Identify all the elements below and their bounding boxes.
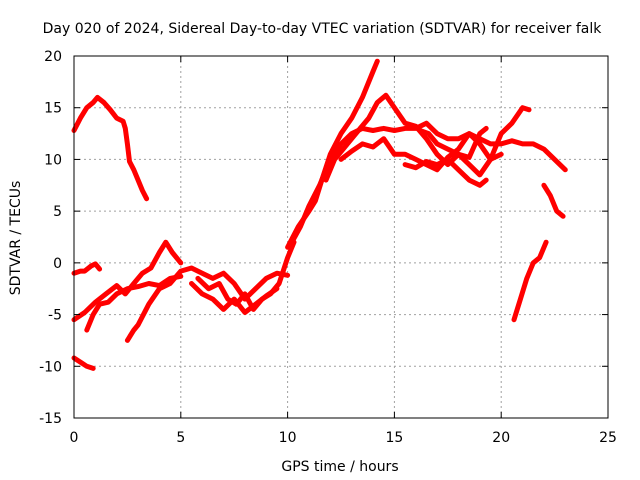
x-tick-label: 20: [492, 430, 510, 446]
y-tick-label: 10: [44, 152, 62, 168]
series-track-1: [71, 94, 150, 202]
y-tick-label: 0: [53, 256, 62, 272]
x-tick-label: 25: [599, 430, 617, 446]
y-tick-label: -15: [39, 411, 62, 427]
series-track-8: [195, 239, 297, 312]
tick-group: 0 5 10 15 20 25 -15 -10 -5 0 5 10 15 20: [39, 49, 617, 446]
y-tick-label: -10: [39, 359, 62, 375]
series-group: [71, 58, 568, 371]
series-track-2: [71, 261, 103, 276]
plot-frame: [73, 55, 609, 419]
y-tick-label: 5: [53, 204, 62, 220]
y-tick-label: 20: [44, 49, 62, 65]
series-track-16: [541, 182, 566, 219]
series-track-4: [71, 239, 184, 323]
y-axis-label: SDTVAR / TECUs: [8, 181, 24, 296]
x-tick-label: 10: [279, 430, 297, 446]
y-tick-label: 15: [44, 101, 62, 117]
series-track-15: [511, 239, 549, 323]
chart-title: Day 020 of 2024, Sidereal Day-to-day VTE…: [43, 21, 603, 37]
series-track-14: [417, 125, 489, 160]
series-track-13: [402, 156, 489, 188]
x-tick-label: 5: [176, 430, 185, 446]
series-track-3: [71, 355, 96, 371]
series-track-6: [124, 265, 291, 343]
series-track-5: [84, 273, 184, 333]
series-track-10: [289, 120, 568, 245]
y-tick-label: -5: [48, 308, 62, 324]
x-axis-label: GPS time / hours: [281, 459, 398, 475]
x-tick-label: 15: [385, 430, 403, 446]
x-tick-label: 0: [70, 430, 79, 446]
grid: [74, 56, 608, 418]
